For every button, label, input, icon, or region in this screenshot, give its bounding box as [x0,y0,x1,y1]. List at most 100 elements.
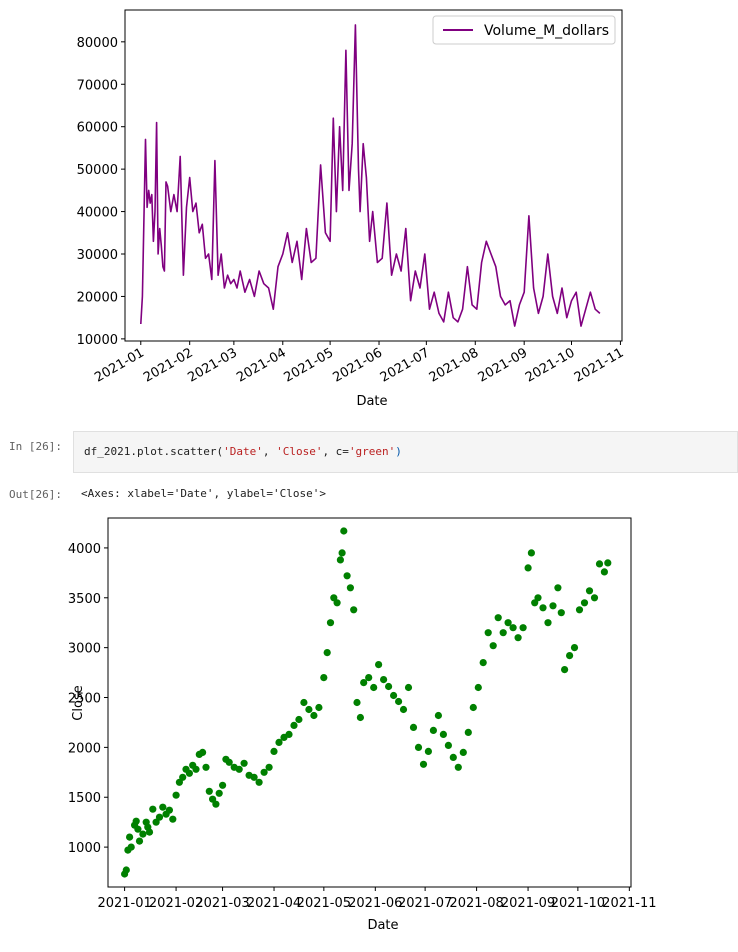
x-tick-label: 2021-06 [348,896,402,911]
scatter-point [126,833,134,841]
y-tick-label: 1000 [68,841,101,856]
scatter-point [499,629,507,637]
x-axis-label: Date [367,918,398,933]
scatter-point [285,730,293,738]
code-arg-close: 'Close' [276,445,323,458]
scatter-point [539,604,547,612]
scatter-point [320,674,328,682]
scatter-point [549,602,557,610]
x-tick-label: 2021-02 [149,896,203,911]
scatter-point [474,683,482,692]
x-tick-label: 2021-05 [297,896,351,911]
scatter-point [360,679,368,687]
output-text: <Axes: xlabel='Date', ylabel='Close'> [81,487,327,500]
x-tick-label: 2021-10 [551,896,605,911]
x-tick-label: 2021-01 [97,896,151,911]
scatter-point [484,629,492,637]
x-tick-label: 2021-11 [572,345,627,385]
scatter-point [429,726,437,734]
scatter-point [557,609,565,617]
output-prompt: Out[26]: [9,488,62,501]
scatter-point [519,624,527,632]
scatter-point [439,730,447,738]
x-tick-label: 2021-01 [92,345,147,385]
scatter-point [424,747,432,755]
scatter-point [419,760,428,768]
y-tick-label: 1500 [68,791,101,806]
scatter-point [310,711,318,720]
scatter-point [575,606,584,614]
scatter-point [385,682,393,691]
y-tick-label: 4000 [68,542,101,557]
scatter-point [135,837,144,845]
code-arg-color: 'green' [348,445,396,458]
scatter-point [395,697,403,706]
scatter-point [169,815,177,823]
scatter-point [215,789,223,797]
scatter-point [149,805,157,813]
scatter-point [595,560,604,568]
y-tick-label: 40000 [77,206,118,221]
scatter-point [295,715,303,724]
x-tick-label: 2021-05 [282,345,337,385]
scatter-point [454,763,462,771]
scatter-point [590,594,599,602]
scatter-point [172,791,180,799]
scatter-point [449,753,457,761]
scatter-point [554,584,562,592]
scatter-point [375,661,383,669]
scatter-point [270,747,278,755]
scatter-point [205,787,213,795]
line-chart: 10000 20000 30000 40000 50000 60000 70000 80000… [77,9,627,409]
scatter-point [350,606,358,614]
y-tick-label: 70000 [77,78,118,93]
scatter-point [202,763,210,771]
y-tick-label: 80000 [77,36,118,51]
scatter-point [225,758,233,766]
input-prompt: In [26]: [9,440,62,453]
scatter-point [527,549,536,557]
scatter-point [235,765,243,773]
scatter-point [199,748,207,756]
scatter-point [300,698,308,707]
scatter-point [494,614,502,622]
scatter-point [561,666,569,674]
scatter-point [580,599,589,607]
y-tick-label: 30000 [77,248,118,263]
scatter-point [399,705,408,714]
scatter-point [290,721,298,729]
x-tick-label: 2021-06 [330,345,385,385]
scatter-point [185,769,193,777]
scatter-point [604,559,612,567]
code-sep2: , c= [322,445,349,458]
scatter-point [390,691,398,700]
scatter-chart: 10001500200025003000350040002021-012021-… [68,517,657,933]
code-line[interactable]: df_2021.plot.scatter('Date', 'Close', c=… [84,445,402,458]
x-tick-label: 2021-08 [427,345,482,385]
x-tick-label: 2021-09 [501,896,555,911]
x-axis-label: Date [356,394,387,409]
scatter-point [504,619,512,627]
code-cell[interactable]: df_2021.plot.scatter('Date', 'Close', c=… [73,431,738,473]
y-tick-label: 60000 [77,121,118,136]
x-tick-label: 2021-09 [476,345,531,385]
scatter-point [585,587,594,595]
x-tick-label: 2021-08 [449,896,503,911]
scatter-point [336,556,344,564]
x-tick-label: 2021-11 [602,896,656,911]
x-tick-label: 2021-10 [523,345,578,385]
x-tick-label: 2021-04 [247,896,301,911]
scatter-point [338,549,346,557]
x-tick-label: 2021-03 [195,896,249,911]
scatter-point [192,765,200,773]
x-tick-label: 2021-02 [141,345,196,385]
scatter-point [343,572,351,580]
scatter-point [570,644,579,652]
plot-area [124,9,623,342]
scatter-point [275,738,283,746]
scatter-point [333,599,341,607]
code-suffix: ) [395,445,402,458]
scatter-point [346,584,354,592]
y-tick-label: 3000 [68,642,101,657]
